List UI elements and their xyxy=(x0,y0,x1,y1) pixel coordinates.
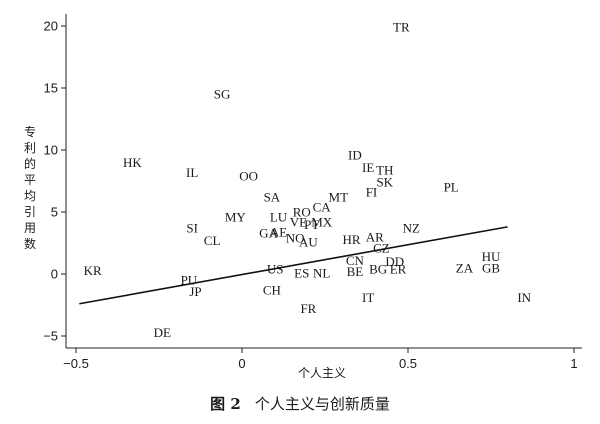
data-point-label: OO xyxy=(239,169,258,184)
data-point-label: BG xyxy=(369,262,387,277)
data-point-label: SI xyxy=(186,221,198,236)
data-point-label: JP xyxy=(189,284,201,299)
data-point-label: HU xyxy=(482,249,501,264)
data-point-label: CZ xyxy=(373,240,390,255)
data-point-label: BE xyxy=(347,264,364,279)
data-point-label: IT xyxy=(362,290,374,305)
y-axis-title-char: 的 xyxy=(24,156,36,171)
data-point-label: SG xyxy=(214,87,231,102)
data-point-label: IE xyxy=(362,160,374,175)
data-point-label: HK xyxy=(123,155,142,170)
data-point-label: GB xyxy=(482,260,500,275)
data-point-label: MX xyxy=(311,214,333,229)
data-point-label: DD xyxy=(385,254,404,269)
data-point-label: SA xyxy=(264,190,281,205)
data-point-label: PU xyxy=(181,273,198,288)
data-point-label: NZ xyxy=(403,221,420,236)
data-point-label: DE xyxy=(154,325,171,340)
y-axis-title-char: 利 xyxy=(24,141,36,155)
data-point-label: MY xyxy=(225,209,247,224)
data-point-label: NO xyxy=(286,231,305,246)
data-point-label: FI xyxy=(366,185,378,200)
data-point-label: HR xyxy=(343,232,361,247)
data-point-label: CA xyxy=(313,200,332,215)
y-axis-title-char: 平 xyxy=(24,173,36,187)
x-tick-label: −0.5 xyxy=(63,356,89,371)
data-point-label: TR xyxy=(393,20,410,35)
data-point-label: AR xyxy=(366,229,384,244)
y-axis-title-char: 数 xyxy=(24,236,36,251)
data-point-label: VE xyxy=(290,214,307,229)
data-point-label: KR xyxy=(84,263,102,278)
data-point-label: ZA xyxy=(456,260,474,275)
x-tick-label: 0 xyxy=(238,356,245,371)
data-point-label: FR xyxy=(300,301,316,316)
fit-line xyxy=(79,226,508,305)
y-tick-label: 15 xyxy=(44,81,58,96)
caption-number: 图 2 xyxy=(210,395,241,413)
data-point-label: CH xyxy=(263,283,281,298)
y-axis-title-char: 引 xyxy=(24,205,36,219)
x-tick-label: 0.5 xyxy=(399,356,417,371)
data-point-label: PT xyxy=(304,217,319,232)
data-point-label: GA xyxy=(259,226,278,241)
data-point-label: CN xyxy=(346,253,365,268)
data-point-label: ES xyxy=(294,265,309,280)
data-point-label: TH xyxy=(376,162,393,177)
axes: −5 0 5 10 15 20 −0.5 0 0.5 1 xyxy=(43,14,582,371)
x-tick-label: 1 xyxy=(570,356,577,371)
data-point-label: IN xyxy=(517,290,531,305)
fit-line-group xyxy=(79,226,508,305)
data-point-label: IL xyxy=(186,165,198,180)
data-point-label: NL xyxy=(313,265,330,280)
data-point-label: PL xyxy=(444,180,459,195)
data-point-label: AU xyxy=(299,234,318,249)
data-point-label: AE xyxy=(270,224,287,239)
data-point-label: US xyxy=(267,262,284,277)
y-tick-label: 10 xyxy=(44,143,58,158)
y-axis-title-char: 用 xyxy=(24,221,36,235)
data-point-label: ER xyxy=(390,262,407,277)
x-axis-title: 个人主义 xyxy=(298,366,346,380)
y-tick-label: −5 xyxy=(43,329,58,344)
data-point-label: RO xyxy=(293,205,311,220)
y-tick-label: 20 xyxy=(44,19,58,34)
data-point-label: ID xyxy=(348,147,362,162)
figure-caption: 图 2 个人主义与创新质量 xyxy=(0,393,600,414)
y-tick-label: 0 xyxy=(51,267,58,282)
y-axis-title-char: 均 xyxy=(24,189,36,203)
data-point-label: SK xyxy=(376,175,393,190)
data-point-label: LU xyxy=(270,209,288,224)
caption-text: 个人主义与创新质量 xyxy=(254,395,390,413)
y-axis-title-char: 专 xyxy=(24,124,36,139)
data-point-label: MT xyxy=(329,190,349,205)
y-tick-label: 5 xyxy=(51,205,58,220)
data-point-label: CL xyxy=(204,233,221,248)
